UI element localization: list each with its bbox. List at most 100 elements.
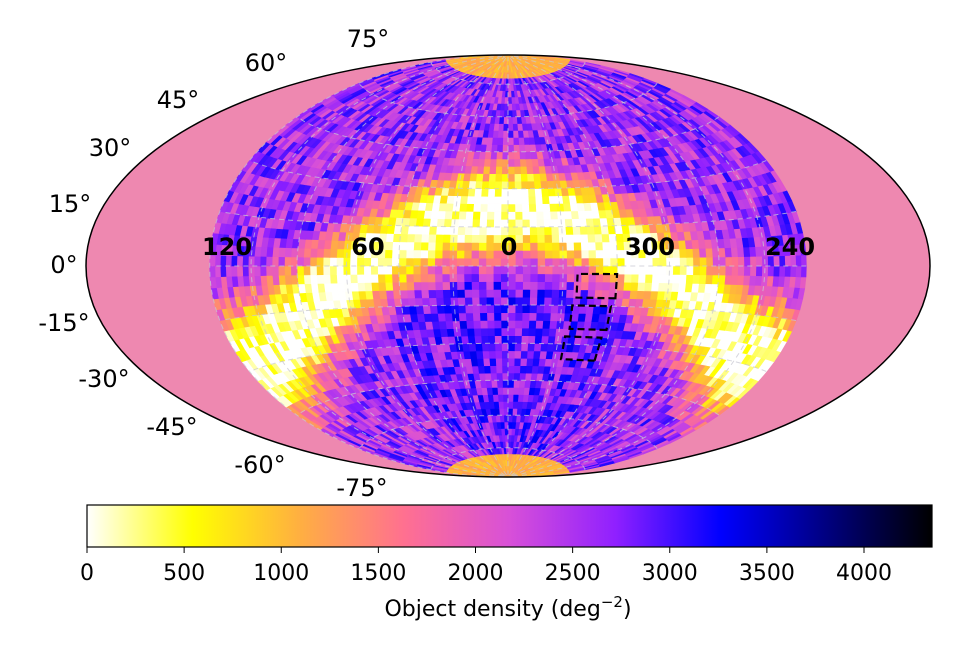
density-cell — [494, 173, 503, 182]
density-cell — [587, 249, 596, 259]
density-cell — [588, 265, 597, 275]
density-cell — [456, 242, 465, 251]
density-cell — [525, 158, 533, 167]
density-cell — [541, 327, 550, 337]
density-cell — [503, 103, 509, 111]
density-cell — [284, 256, 292, 267]
density-cell — [493, 312, 502, 321]
density-cell — [512, 137, 520, 145]
density-cell — [384, 265, 393, 275]
density-cell — [547, 335, 556, 345]
density-cell — [480, 335, 489, 344]
density-cell — [356, 265, 365, 275]
density-cell — [520, 173, 528, 182]
density-cell — [219, 265, 227, 278]
density-cell — [443, 218, 452, 228]
density-cell — [391, 265, 400, 275]
density-cell — [485, 289, 494, 298]
density-cell — [458, 312, 467, 322]
density-cell — [492, 250, 502, 259]
density-cell — [533, 180, 542, 189]
density-cell — [487, 342, 496, 352]
density-cell — [784, 265, 791, 277]
density-cell — [463, 289, 473, 298]
density-cell — [628, 290, 638, 300]
density-cell — [485, 257, 494, 267]
density-cell — [651, 265, 660, 275]
density-cell — [529, 289, 538, 298]
density-cell — [501, 350, 509, 359]
density-cell — [749, 265, 757, 277]
density-cell — [502, 137, 509, 145]
density-cell — [644, 265, 653, 275]
density-cell — [485, 226, 494, 236]
density-cell — [565, 281, 575, 291]
density-cell — [350, 282, 359, 292]
density-cell — [548, 328, 557, 337]
density-cell — [548, 195, 557, 204]
density-cell — [712, 265, 720, 276]
density-cell — [602, 257, 611, 267]
density-cell — [398, 249, 407, 259]
density-cell — [420, 249, 429, 259]
density-cell — [772, 265, 780, 277]
density-cell — [657, 282, 666, 292]
density-cell — [514, 273, 524, 282]
density-cell — [468, 180, 477, 189]
density-cell — [551, 234, 560, 243]
density-cell — [385, 289, 394, 299]
density-cell — [463, 250, 472, 259]
density-cell — [490, 379, 498, 388]
density-cell — [487, 335, 496, 344]
density-cell — [412, 249, 421, 259]
density-cell — [444, 210, 453, 220]
density-cell — [486, 211, 495, 220]
density-cell — [514, 320, 523, 329]
density-cell — [427, 241, 436, 251]
density-cell — [405, 257, 414, 267]
density-cell — [398, 241, 408, 251]
density-cell — [507, 180, 515, 190]
density-cell — [543, 226, 552, 236]
density-cell — [507, 379, 514, 388]
density-cell — [514, 188, 522, 197]
density-cell — [518, 379, 526, 388]
density-cell — [536, 242, 545, 251]
density-cell — [514, 219, 523, 228]
density-cell — [544, 250, 553, 259]
density-cell — [522, 234, 531, 243]
density-cell — [580, 281, 589, 291]
density-cell — [494, 350, 503, 359]
density-cell — [463, 273, 472, 283]
density-cell — [399, 289, 408, 299]
density-cell — [679, 265, 687, 275]
density-cell — [464, 304, 473, 314]
density-cell — [253, 255, 261, 267]
density-cell — [478, 249, 487, 259]
density-cell — [800, 265, 807, 278]
density-cell — [525, 165, 534, 175]
density-cell — [427, 289, 437, 299]
density-cell — [525, 365, 533, 374]
density-cell — [277, 265, 285, 276]
density-cell — [601, 281, 611, 291]
density-cell — [501, 158, 509, 167]
density-cell — [441, 249, 450, 259]
density-cell — [658, 274, 667, 284]
density-cell — [329, 265, 337, 275]
density-cell — [336, 248, 345, 258]
density-cell — [478, 296, 487, 306]
density-cell — [550, 297, 559, 306]
density-cell — [457, 218, 466, 228]
density-cell — [541, 203, 551, 212]
density-cell — [540, 188, 549, 197]
density-cell — [493, 211, 502, 220]
density-cell — [573, 249, 582, 259]
density-cell — [493, 196, 502, 205]
density-cell — [384, 241, 394, 251]
density-cell — [609, 249, 618, 259]
density-cell — [500, 296, 509, 306]
density-cell — [551, 281, 560, 290]
density-cell — [522, 226, 531, 236]
density-cell — [514, 304, 523, 314]
